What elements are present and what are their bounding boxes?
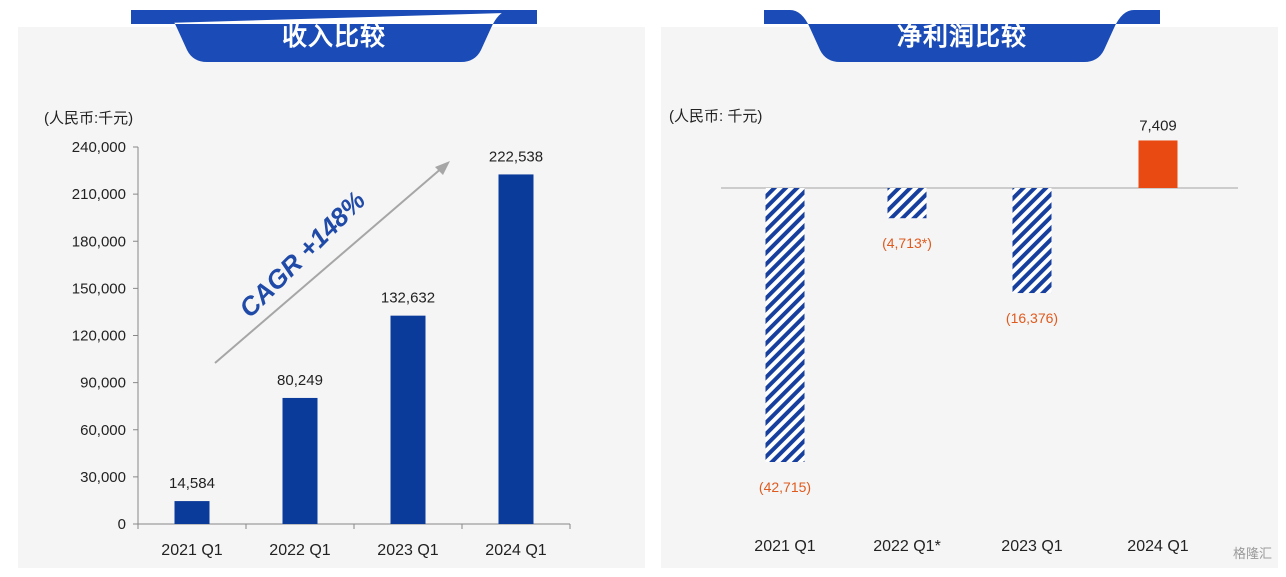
cagr-arrow-line (214, 166, 444, 364)
revenue-x-tick-label: 2022 Q1 (269, 542, 330, 559)
net-profit-bar-positive (1138, 140, 1178, 188)
watermark: 格隆汇 (1232, 547, 1272, 562)
net-profit-x-tick-label: 2023 Q1 (1001, 538, 1062, 555)
net-profit-x-tick-label: 2022 Q1* (873, 538, 941, 555)
revenue-x-tick-label: 2023 Q1 (377, 542, 438, 559)
revenue-data-label: 222,538 (489, 148, 543, 165)
revenue-y-tick-label: 30,000 (80, 469, 126, 486)
revenue-bar (282, 397, 318, 524)
revenue-data-label: 80,249 (277, 372, 323, 389)
net-profit-bar-negative (887, 188, 927, 219)
revenue-unit-label: (人民币:千元) (44, 110, 133, 127)
revenue-title-tab (131, 10, 537, 62)
net-profit-data-label: 7,409 (1139, 117, 1177, 134)
net-profit-title-tab (764, 10, 1160, 62)
revenue-y-tick-label: 210,000 (72, 186, 126, 203)
net-profit-unit-label: (人民币: 千元) (669, 108, 762, 125)
revenue-y-tick-label: 240,000 (72, 139, 126, 156)
net-profit-data-label: (42,715) (759, 479, 811, 495)
revenue-chart-title: 收入比较 (281, 22, 386, 51)
revenue-data-label: 132,632 (381, 290, 435, 307)
revenue-panel: 收入比较 (人民币:千元) 0 30,000 60,000 90,000 120,000 1… (18, 10, 645, 568)
revenue-y-tick-label: 150,000 (72, 280, 126, 297)
cagr-arrow-head (435, 161, 450, 175)
revenue-y-tick-label: 180,000 (72, 233, 126, 250)
revenue-x-tick-label: 2024 Q1 (485, 542, 546, 559)
revenue-bar (390, 315, 426, 524)
net-profit-chart: (人民币: 千元) (42,715) 2021 Q1 (4,713*) 2022 Q1*… (669, 108, 1238, 555)
revenue-y-tick-label: 0 (118, 516, 126, 533)
revenue-chart: (人民币:千元) 0 30,000 60,000 90,000 120,000 150,00… (44, 110, 571, 559)
revenue-x-tick-label: 2021 Q1 (161, 542, 222, 559)
net-profit-panel: 净利润比较 (人民币: 千元) (42,715) 2021 Q1 (4,713*) 20… (661, 10, 1278, 568)
net-profit-data-label: (4,713*) (882, 235, 932, 251)
revenue-y-tick-label: 60,000 (80, 422, 126, 439)
net-profit-x-tick-label: 2021 Q1 (754, 538, 815, 555)
revenue-bar (498, 174, 534, 525)
revenue-y-tick-label: 90,000 (80, 375, 126, 392)
revenue-y-tick-label: 120,000 (72, 328, 126, 345)
net-profit-chart-title: 净利润比较 (896, 22, 1027, 51)
cagr-annotation: CAGR +148% (233, 185, 371, 323)
revenue-bar (174, 501, 210, 524)
net-profit-x-tick-label: 2024 Q1 (1127, 538, 1188, 555)
net-profit-bar-negative (765, 188, 805, 462)
net-profit-data-label: (16,376) (1006, 310, 1058, 326)
revenue-data-label: 14,584 (169, 475, 215, 492)
net-profit-bar-negative (1012, 188, 1052, 294)
